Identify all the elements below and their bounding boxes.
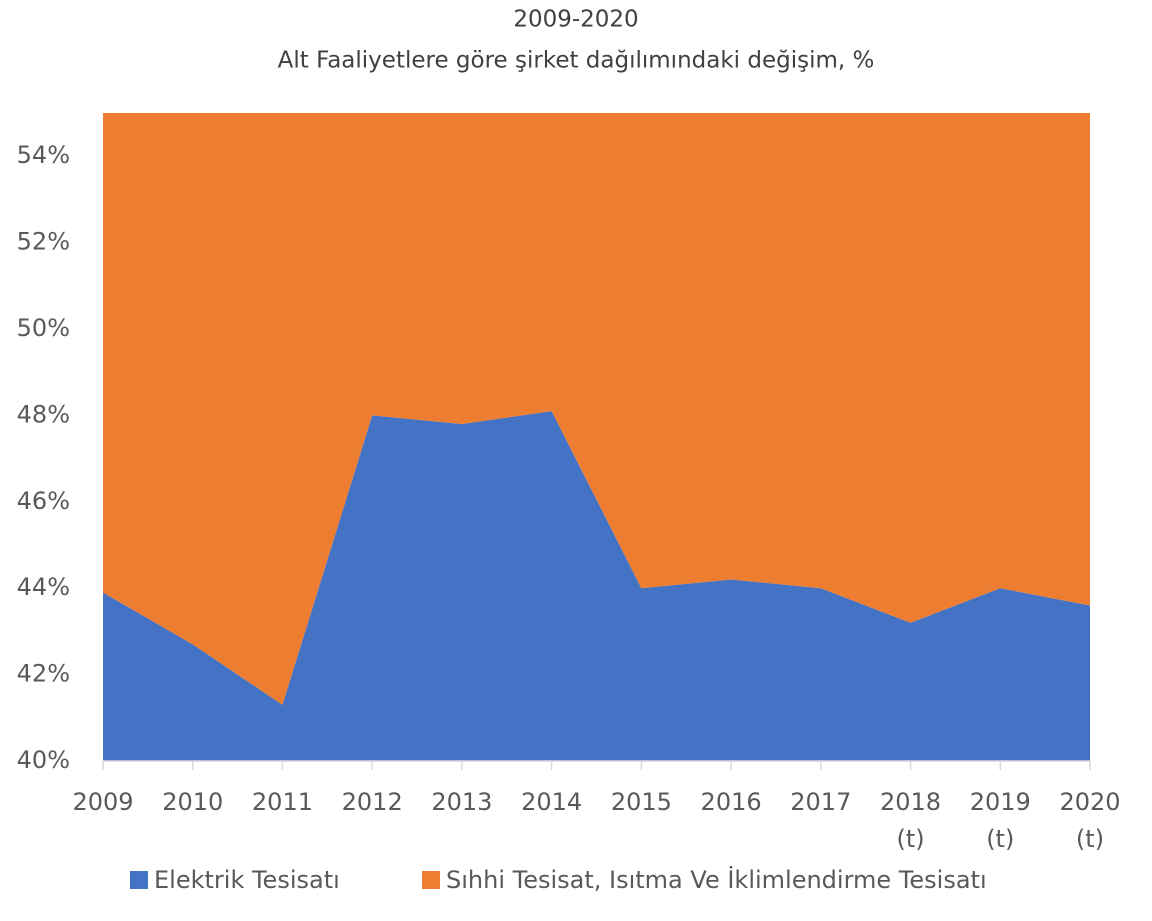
x-tick-label: 2017 xyxy=(790,788,851,816)
chart-title: 2009-2020 xyxy=(513,7,638,33)
legend-swatch xyxy=(130,871,148,889)
x-tick-label: 2014 xyxy=(521,788,582,816)
x-tick-label: 2020 (t) xyxy=(1059,788,1120,853)
y-tick-label: 44% xyxy=(17,573,70,601)
y-tick-label: 54% xyxy=(17,141,70,169)
area xyxy=(103,113,1090,705)
y-tick-label: 50% xyxy=(17,314,70,342)
x-tick-label: 2016 xyxy=(701,788,762,816)
x-tick-label: 2009 xyxy=(72,788,133,816)
x-tick-label: 2015 xyxy=(611,788,672,816)
x-tick-label: 2019 (t) xyxy=(970,788,1031,853)
x-tick-label: 2010 xyxy=(162,788,223,816)
legend-label: Sıhhi Tesisat, Isıtma Ve İklimlendirme T… xyxy=(446,865,987,894)
chart-subtitle: Alt Faaliyetlere göre şirket dağılımında… xyxy=(278,48,875,74)
legend-label: Elektrik Tesisatı xyxy=(154,866,340,894)
area xyxy=(103,411,1090,761)
y-tick-label: 40% xyxy=(17,746,70,774)
y-tick-label: 52% xyxy=(17,228,70,256)
x-tick-label: 2012 xyxy=(342,788,403,816)
legend-swatch xyxy=(422,871,440,889)
x-tick-label: 2011 xyxy=(252,788,313,816)
y-tick-label: 46% xyxy=(17,487,70,515)
y-tick-label: 48% xyxy=(17,400,70,428)
plot-area xyxy=(103,113,1090,761)
x-tick-label: 2018 (t) xyxy=(880,788,941,853)
y-tick-label: 42% xyxy=(17,660,70,688)
x-tick-label: 2013 xyxy=(431,788,492,816)
